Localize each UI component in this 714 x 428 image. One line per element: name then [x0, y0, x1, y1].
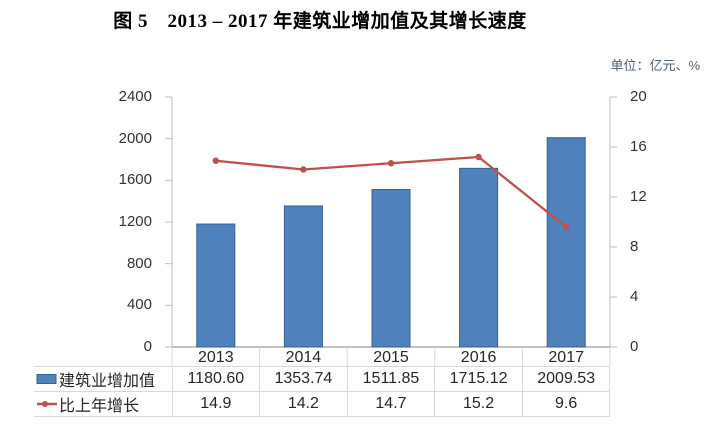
- table-cell: 14.7: [346, 391, 435, 417]
- left-tick-label: 1200: [118, 213, 152, 230]
- right-tick-label: 16: [630, 138, 647, 155]
- left-tick-label: 0: [143, 338, 152, 355]
- table-cell: 9.6: [521, 391, 611, 417]
- left-tick-label: 2000: [118, 129, 152, 147]
- axes-group: [165, 96, 617, 366]
- table-row-bar-series: 建筑业增加值 1180.60 1353.74 1511.85 1715.12 2…: [34, 366, 611, 392]
- year-label: 2017: [548, 349, 584, 366]
- chart-title: 图 5 2013 – 2017 年建筑业增加值及其增长速度: [113, 11, 527, 32]
- left-tick-label: 400: [126, 296, 152, 314]
- table-cell: 14.9: [171, 391, 260, 417]
- left-tick-label: 800: [126, 254, 152, 272]
- line-swatch-dot: [42, 401, 48, 407]
- table-cell: 1715.12: [434, 366, 523, 392]
- bar-series-label: 建筑业增加值: [59, 373, 156, 390]
- line-group: [212, 153, 570, 231]
- right-tick-label: 4: [630, 288, 639, 305]
- right-tick-label: 0: [630, 338, 639, 355]
- table-cell: 1511.85: [346, 366, 435, 392]
- left-tick-label: 2400: [118, 88, 152, 105]
- table-cell: 2009.53: [521, 366, 611, 392]
- year-label: 2013: [198, 349, 234, 366]
- right-tick-label: 20: [630, 88, 647, 105]
- year-label: 2016: [460, 349, 497, 366]
- bar-swatch-rect: [36, 374, 57, 384]
- table-cell: 15.2: [434, 391, 523, 417]
- right-tick-label: 12: [630, 188, 647, 205]
- unit-label: 单位：亿元、%: [610, 58, 700, 73]
- table-row-line-series: 比上年增长 14.9 14.2 14.7 15.2 9.6: [34, 391, 611, 417]
- line-series-label: 比上年增长: [59, 398, 140, 415]
- line-legend-marker-icon: [37, 401, 57, 407]
- year-label: 2014: [285, 349, 322, 366]
- table-cell: 1353.74: [259, 366, 348, 392]
- year-label: 2015: [373, 349, 409, 366]
- left-tick-label: 1600: [118, 171, 152, 189]
- bar-legend-swatch-icon: [36, 374, 57, 384]
- table-cell: 1180.60: [171, 366, 260, 392]
- right-tick-label: 8: [630, 238, 639, 255]
- table-cell: 14.2: [259, 391, 348, 417]
- data-table: 建筑业增加值 1180.60 1353.74 1511.85 1715.12 2…: [34, 366, 611, 417]
- bars-group: [196, 137, 586, 348]
